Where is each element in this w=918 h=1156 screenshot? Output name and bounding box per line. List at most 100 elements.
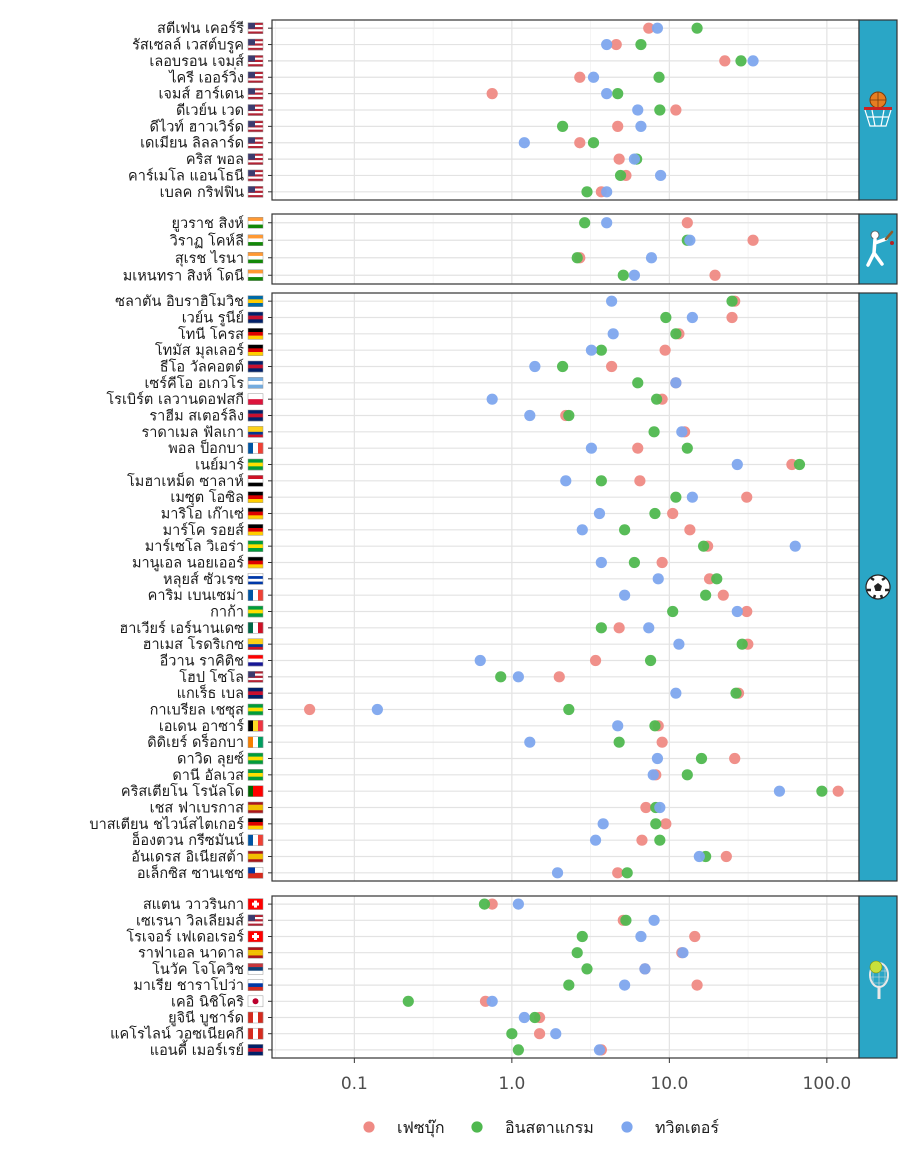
data-point-instagram <box>595 622 607 634</box>
athlete-label: ราดาเมล ฟัลเกา <box>141 425 244 441</box>
data-point-facebook <box>681 217 693 229</box>
facet-strip <box>858 895 898 1059</box>
data-point-twitter <box>576 524 588 536</box>
data-point-twitter <box>686 311 698 324</box>
data-point-twitter <box>619 979 631 991</box>
data-point-twitter <box>731 605 743 618</box>
data-point-facebook <box>632 442 644 454</box>
flag-uk-icon <box>247 409 264 422</box>
athlete-label: อ็องตวน กรีซมันน์ <box>132 830 245 849</box>
data-point-twitter <box>601 38 613 51</box>
athlete-row: ซลาตัน อิบราฮิโมวิช <box>115 292 741 310</box>
athlete-label: ยูวราช สิงห์ <box>171 215 244 232</box>
athlete-row: มาร์เซโล วิเอร่า <box>145 537 801 555</box>
x-axis: 0.1 1.0 10.0 100.0 <box>341 1058 851 1094</box>
data-point-instagram <box>619 524 631 536</box>
athlete-row: เนย์มาร์ <box>195 457 806 474</box>
data-point-instagram <box>735 55 747 67</box>
data-point-facebook <box>640 801 652 814</box>
flag-spain-icon <box>247 801 264 814</box>
data-point-instagram <box>579 217 591 229</box>
flag-france-icon <box>247 442 264 454</box>
athlete-label: เมซุต โอซิล <box>170 488 244 506</box>
flag-canada-icon <box>247 1011 264 1024</box>
data-point-instagram <box>628 556 641 569</box>
data-point-twitter <box>693 850 705 863</box>
legend: เฟซบุ๊ก อินสตาแกรม ทวิตเตอร์ <box>363 1118 719 1138</box>
athlete-row: อ็องตวน กรีซมันน์ <box>132 830 666 849</box>
data-point-twitter <box>654 801 666 814</box>
athlete-label: ธีโอ วัลคอตต์ <box>160 358 244 376</box>
legend-item-facebook: เฟซบุ๊ก <box>363 1118 445 1138</box>
data-point-instagram <box>681 769 693 781</box>
athlete-label: ฮาเมส โรดริเกซ <box>143 635 244 653</box>
athlete-row: พอล ป็อกบา <box>168 438 693 457</box>
data-point-facebook <box>613 153 625 165</box>
data-point-instagram <box>736 638 748 650</box>
data-point-twitter <box>529 360 541 373</box>
athlete-label: มาเรีย ชาราโปว่า <box>133 976 244 994</box>
data-point-instagram <box>653 71 665 83</box>
flag-usa-icon <box>247 120 264 133</box>
athlete-row: กาก้า <box>210 604 753 621</box>
flag-brazil-icon <box>247 540 264 552</box>
data-point-twitter <box>645 252 658 264</box>
flag-spain-icon <box>247 850 264 863</box>
data-point-instagram <box>402 995 414 1007</box>
athlete-row: โมฮาเหม็ด ซาลาห์ <box>127 471 646 490</box>
data-point-instagram <box>660 311 672 324</box>
flag-brazil-icon <box>247 769 264 781</box>
athlete-row: คริสเตียโน โรนัลโด <box>121 782 844 800</box>
data-point-instagram <box>563 703 575 716</box>
data-point-facebook <box>533 1028 546 1040</box>
data-point-twitter <box>595 556 607 569</box>
data-point-twitter <box>601 217 613 229</box>
soccer-ball-icon <box>865 574 891 600</box>
athlete-label: ดีไวท์ ฮาวเวิร์ด <box>150 117 244 135</box>
data-point-facebook <box>553 671 565 683</box>
data-point-instagram <box>571 252 583 264</box>
data-point-facebook <box>684 524 696 536</box>
facet-strip <box>858 19 898 201</box>
data-point-facebook <box>486 88 498 100</box>
athlete-label: รัสเซลล์ เวสต์บรูค <box>132 37 244 54</box>
athlete-label: อเล็กซิส ซานเชซ <box>137 863 244 882</box>
flag-usa-icon <box>247 169 264 182</box>
athlete-row: โทนี โครส <box>178 325 685 343</box>
athlete-row: สแตน วาวรินกา <box>143 897 524 913</box>
flag-sweden-icon <box>247 295 264 307</box>
athlete-row: รัสเซลล์ เวสต์บรูค <box>132 37 647 54</box>
athlete-row: สตีเฟน เคอร์รี <box>157 20 703 37</box>
data-point-facebook <box>741 491 753 503</box>
athlete-row: ดิดิเยร์ ดร็อกบา <box>147 732 668 751</box>
legend-item-twitter: ทวิตเตอร์ <box>621 1118 719 1137</box>
athlete-label: บาสเตียน ชไวน์สไตเกอร์ <box>89 815 244 833</box>
athlete-label: หลุยส์ ซัวเรซ <box>163 571 244 588</box>
flag-usa-icon <box>247 104 264 116</box>
x-tick-label: 100.0 <box>803 1074 852 1094</box>
data-point-facebook <box>729 752 741 765</box>
athlete-row: มาริโอ เก๊าเซ่ <box>161 505 679 523</box>
flag-brazil-icon <box>247 703 264 716</box>
data-point-twitter <box>639 963 651 975</box>
athlete-row: คริส พอล <box>186 152 643 168</box>
athlete-row: มเหนทรา สิงห์ โดนี <box>123 266 721 284</box>
athlete-row: ธีโอ วัลคอตต์ <box>160 358 618 376</box>
athlete-label: อันเดรส อิเนียสต้า <box>131 849 244 866</box>
data-point-instagram <box>635 38 647 51</box>
athlete-label: ดานี อัลเวส <box>172 767 244 784</box>
athlete-label: โทนี โครส <box>178 325 244 343</box>
athlete-label: แคโรไลน์ วอซเนียคกี <box>110 1025 244 1043</box>
data-point-twitter <box>789 540 801 552</box>
data-point-instagram <box>670 491 682 503</box>
athlete-row: อันเดรส อิเนียสต้า <box>131 849 732 866</box>
flag-germany-icon <box>247 524 264 536</box>
data-point-instagram <box>793 458 806 471</box>
data-point-twitter <box>607 328 619 340</box>
athlete-row: มาร์โค รอยส์ <box>163 521 696 539</box>
athlete-row: โฮป โซโล <box>179 668 565 686</box>
flag-uk-icon <box>247 360 264 373</box>
data-point-instagram <box>495 671 507 683</box>
